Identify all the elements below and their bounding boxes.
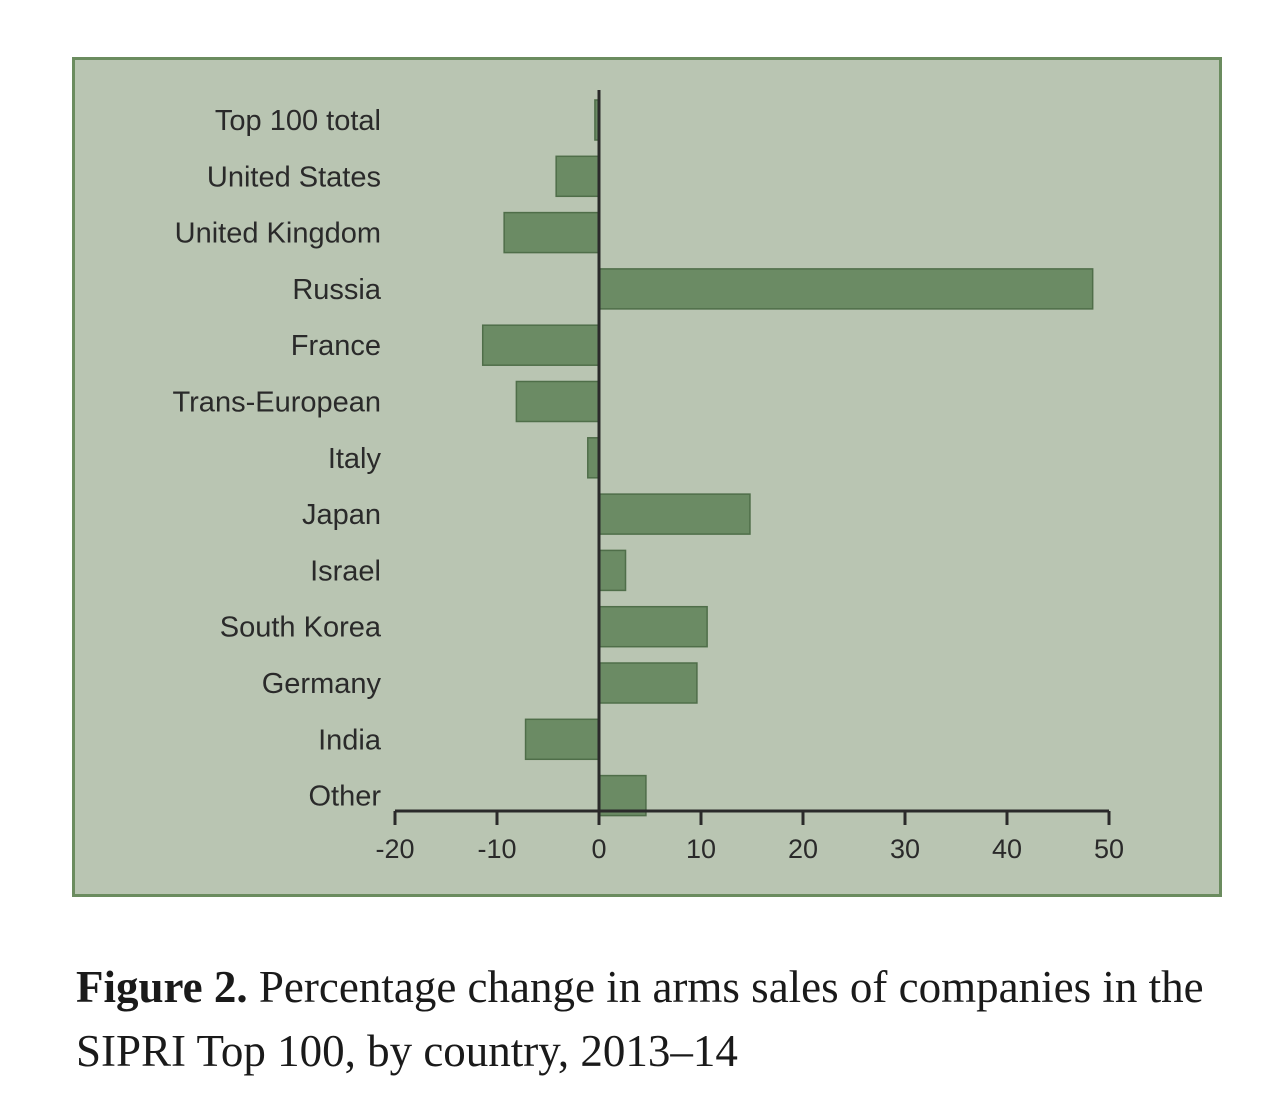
x-tick-label: -10 <box>477 834 516 864</box>
category-label: Italy <box>328 443 382 475</box>
category-label: United States <box>207 161 381 193</box>
category-label: South Korea <box>220 612 382 644</box>
category-label: Trans-European <box>173 387 381 419</box>
x-axis: -20 -10 0 10 20 30 40 50 <box>375 90 1124 864</box>
figure-caption: Figure 2. Percentage change in arms sale… <box>76 955 1256 1083</box>
bar <box>587 437 600 479</box>
bar <box>598 549 627 592</box>
x-tick-label: 40 <box>992 834 1022 864</box>
x-tick-label: 30 <box>890 834 920 864</box>
x-tick-label: -20 <box>375 834 414 864</box>
bars-layer <box>481 99 1094 817</box>
category-label: United Kingdom <box>175 218 381 250</box>
bar <box>598 493 751 535</box>
bar <box>515 380 600 423</box>
category-label: Russia <box>292 274 382 306</box>
caption-text: Percentage change in arms sales of compa… <box>76 962 1204 1076</box>
bar-chart: Top 100 total United States United Kingdom… <box>173 90 1124 864</box>
chart-panel: Top 100 total United States United Kingdom… <box>72 57 1222 897</box>
caption-label: Figure 2. <box>76 962 248 1012</box>
x-tick-label: 20 <box>788 834 818 864</box>
category-label: Top 100 total <box>215 105 381 137</box>
category-label: France <box>291 330 381 362</box>
category-label: India <box>318 724 382 756</box>
x-tick-label: 0 <box>591 834 606 864</box>
category-labels: Top 100 total United States United Kingdom… <box>173 105 382 813</box>
category-label: Other <box>308 781 381 813</box>
bar <box>598 605 708 648</box>
category-label: Israel <box>310 555 381 587</box>
bar <box>503 211 600 254</box>
bar <box>524 718 600 761</box>
category-label: Germany <box>262 668 382 700</box>
x-tick-label: 10 <box>686 834 716 864</box>
bar <box>555 155 600 198</box>
bar <box>598 662 698 704</box>
x-tick-label: 50 <box>1094 834 1124 864</box>
bar <box>598 268 1094 310</box>
category-label: Japan <box>302 499 381 531</box>
bar <box>481 324 600 366</box>
bar <box>598 774 647 817</box>
